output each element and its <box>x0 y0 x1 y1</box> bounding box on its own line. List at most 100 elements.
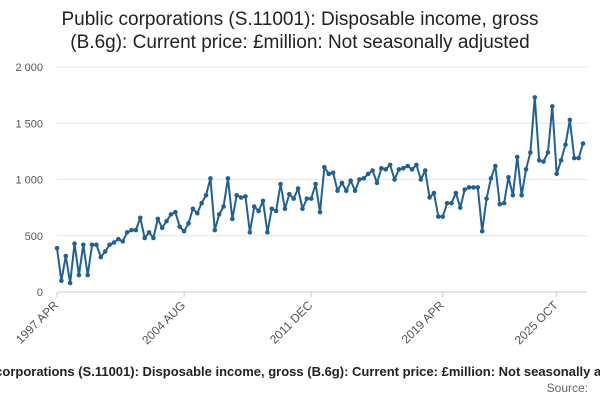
data-point <box>431 190 437 196</box>
data-point <box>230 216 235 222</box>
data-point <box>137 215 143 221</box>
data-point <box>63 253 69 259</box>
data-point <box>479 228 485 234</box>
x-tick-label: 1997 APR <box>13 298 61 346</box>
data-point <box>216 212 222 217</box>
data-point <box>488 176 494 181</box>
data-point <box>484 196 489 201</box>
data-point <box>440 214 446 219</box>
data-point <box>475 185 481 190</box>
data-point <box>550 104 555 109</box>
data-point <box>519 192 524 198</box>
data-point <box>313 181 318 187</box>
y-tick-label: 500 <box>25 231 43 243</box>
data-point <box>124 230 130 235</box>
data-point <box>436 214 441 219</box>
data-point <box>528 150 533 155</box>
y-tick-label: 1 000 <box>15 175 43 187</box>
data-point <box>348 178 353 183</box>
data-point <box>541 159 546 164</box>
y-tick-label: 2 000 <box>15 62 43 74</box>
data-point <box>273 208 279 214</box>
data-point <box>120 239 126 244</box>
data-point <box>225 176 231 181</box>
data-point <box>269 206 275 212</box>
data-point <box>190 206 196 212</box>
data-point <box>173 209 178 215</box>
data-point <box>94 242 99 248</box>
data-point <box>418 177 424 182</box>
data-point <box>580 141 586 146</box>
data-point <box>339 180 345 186</box>
data-point <box>111 240 117 245</box>
data-point <box>400 165 406 171</box>
data-point <box>344 188 349 194</box>
data-point <box>352 188 358 194</box>
data-point <box>427 195 432 200</box>
data-point <box>449 200 454 206</box>
data-point <box>282 206 288 212</box>
data-point <box>501 200 507 206</box>
data-point <box>295 186 301 191</box>
chart-title-line-2: (B.6g): Current price: £million: Not sea… <box>70 32 530 53</box>
data-point <box>260 198 266 204</box>
data-point <box>291 196 297 201</box>
data-point <box>133 227 139 233</box>
data-point <box>563 142 568 147</box>
data-point <box>181 228 187 234</box>
data-point <box>221 204 226 209</box>
data-point <box>116 236 121 242</box>
data-point <box>308 196 314 201</box>
data-point <box>85 272 90 278</box>
data-point <box>146 230 152 235</box>
data-point <box>67 280 73 286</box>
data-point <box>457 205 463 210</box>
data-point <box>571 155 577 161</box>
x-axis-labels: 1997 APR 2004 AUG 2011 DEC 2019 APR 2025 OCT <box>13 298 561 348</box>
data-point <box>168 212 174 217</box>
data-point <box>357 177 362 182</box>
data-point <box>405 163 410 169</box>
data-point <box>387 162 393 168</box>
data-point <box>493 163 498 169</box>
data-point <box>129 227 134 233</box>
data-point <box>251 204 257 209</box>
legend-label: Public corporations (S.11001): Disposabl… <box>0 364 600 379</box>
data-point <box>243 194 248 199</box>
data-point <box>523 167 529 172</box>
x-tick-label: 2025 OCT <box>512 298 562 348</box>
data-point <box>208 176 213 181</box>
data-point <box>238 195 244 200</box>
data-point <box>177 224 183 230</box>
chart-title: Public corporations (S.11001): Disposabl… <box>0 8 600 54</box>
data-point <box>506 174 511 180</box>
data-point <box>72 241 77 246</box>
data-point <box>89 242 95 248</box>
data-point <box>159 225 165 231</box>
x-tick-label: 2019 APR <box>399 298 447 346</box>
data-point <box>374 180 380 186</box>
data-point <box>164 218 169 224</box>
data-point <box>466 185 472 190</box>
data-point <box>396 167 402 172</box>
data-point <box>194 210 200 216</box>
data-point <box>409 167 415 172</box>
x-tick-label: 2011 DEC <box>267 298 316 347</box>
data-point <box>102 249 108 254</box>
data-point <box>247 230 253 235</box>
grid-lines <box>57 66 587 237</box>
data-point <box>558 158 564 163</box>
data-point <box>365 171 371 177</box>
y-axis-labels: 0 500 1 000 1 500 2 000 <box>15 62 43 299</box>
data-point <box>265 230 270 235</box>
series-line <box>56 96 584 284</box>
data-point <box>414 162 419 168</box>
data-point <box>317 209 323 215</box>
data-point <box>300 206 305 212</box>
data-point <box>98 254 104 260</box>
data-point <box>107 242 112 248</box>
data-point <box>532 95 538 100</box>
data-point <box>361 176 367 181</box>
